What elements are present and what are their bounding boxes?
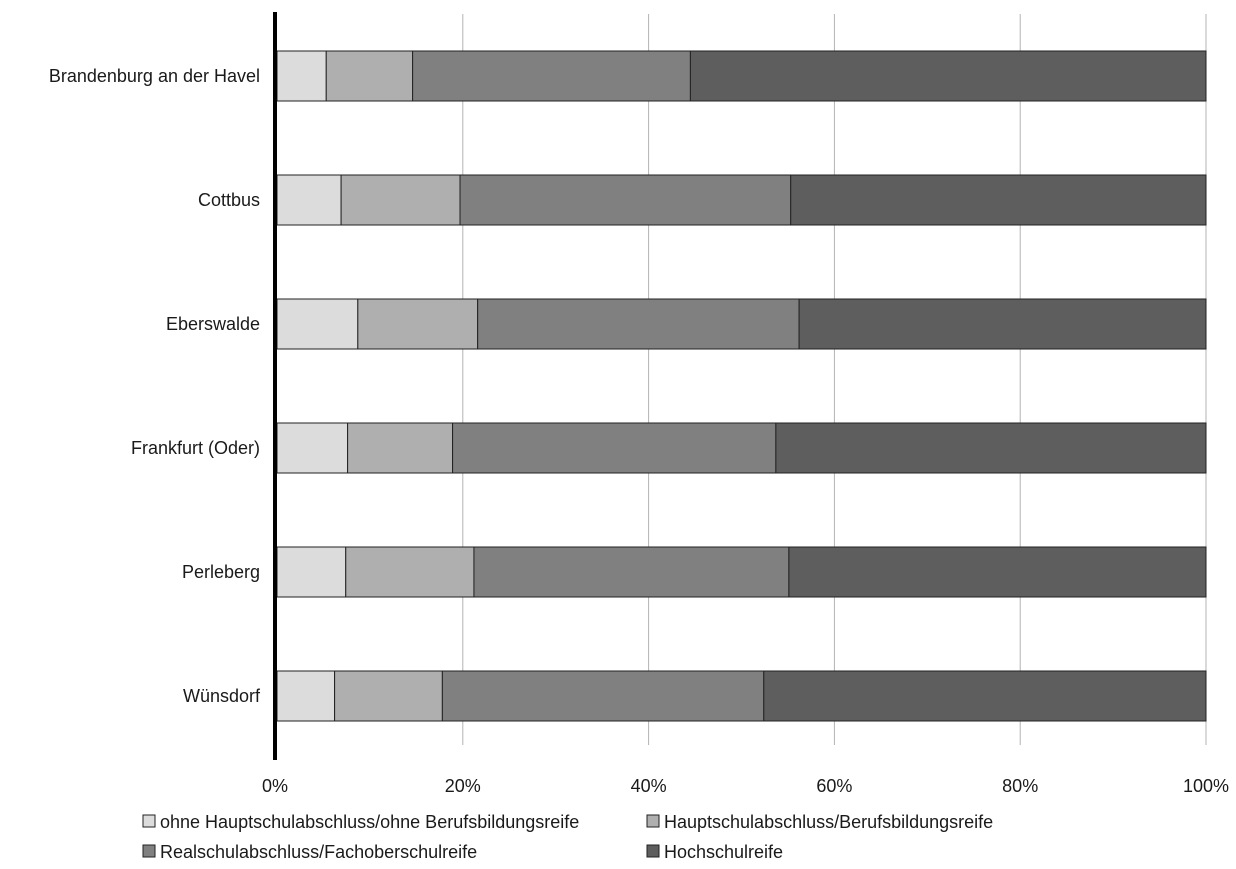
bar-segment-2 — [334, 670, 443, 722]
bar-segment-2 — [325, 50, 414, 102]
legend-swatch-1 — [142, 814, 156, 828]
bar-segment-1 — [276, 50, 327, 102]
bar-segment-1 — [276, 546, 347, 598]
legend-label-1: ohne Hauptschulabschluss/ohne Berufsbild… — [160, 812, 579, 832]
bar-segment-1 — [276, 670, 336, 722]
x-tick-labels: 0% 20% 40% 60% 80% 100% — [262, 776, 1229, 796]
bar-segment-3 — [452, 422, 777, 474]
bar-segment-3 — [412, 50, 691, 102]
legend-label-4: Hochschulreife — [664, 842, 783, 862]
legend-label-2: Hauptschulabschluss/Berufsbildungsreife — [664, 812, 993, 832]
category-label: Eberswalde — [166, 314, 260, 334]
category-labels: Brandenburg an der Havel Cottbus Eberswald… — [49, 66, 261, 706]
bar-segment-1 — [276, 422, 349, 474]
legend-label-3: Realschulabschluss/Fachoberschulreife — [160, 842, 477, 862]
category-label: Brandenburg an der Havel — [49, 66, 260, 86]
bar-segment-3 — [441, 670, 765, 722]
x-tick-label: 40% — [631, 776, 667, 796]
category-label: Frankfurt (Oder) — [131, 438, 260, 458]
x-tick-label: 80% — [1002, 776, 1038, 796]
legend-swatch-2 — [646, 814, 660, 828]
category-label: Perleberg — [182, 562, 260, 582]
legend-swatch-4 — [646, 844, 660, 858]
legend-swatch-3 — [142, 844, 156, 858]
category-label: Wünsdorf — [183, 686, 261, 706]
bar-segment-2 — [340, 174, 461, 226]
legend: ohne Hauptschulabschluss/ohne Berufsbild… — [142, 812, 993, 862]
x-tick-label: 20% — [445, 776, 481, 796]
bar-segment-3 — [473, 546, 790, 598]
x-tick-label: 100% — [1183, 776, 1229, 796]
x-tick-label: 0% — [262, 776, 288, 796]
bar-segment-3 — [459, 174, 792, 226]
gridlines — [462, 14, 1207, 745]
bar-segment-4 — [763, 670, 1207, 722]
bar-segment-4 — [775, 422, 1207, 474]
bar-segment-2 — [345, 546, 475, 598]
bar-segment-4 — [790, 174, 1207, 226]
bar-segment-3 — [477, 298, 800, 350]
bars — [276, 50, 1207, 722]
bar-segment-2 — [347, 422, 454, 474]
bar-segment-4 — [788, 546, 1207, 598]
x-tick-label: 60% — [816, 776, 852, 796]
bar-segment-2 — [357, 298, 479, 350]
category-label: Cottbus — [198, 190, 260, 210]
bar-segment-4 — [798, 298, 1207, 350]
bar-segment-1 — [276, 174, 342, 226]
bar-segment-4 — [689, 50, 1207, 102]
bar-segment-1 — [276, 298, 359, 350]
